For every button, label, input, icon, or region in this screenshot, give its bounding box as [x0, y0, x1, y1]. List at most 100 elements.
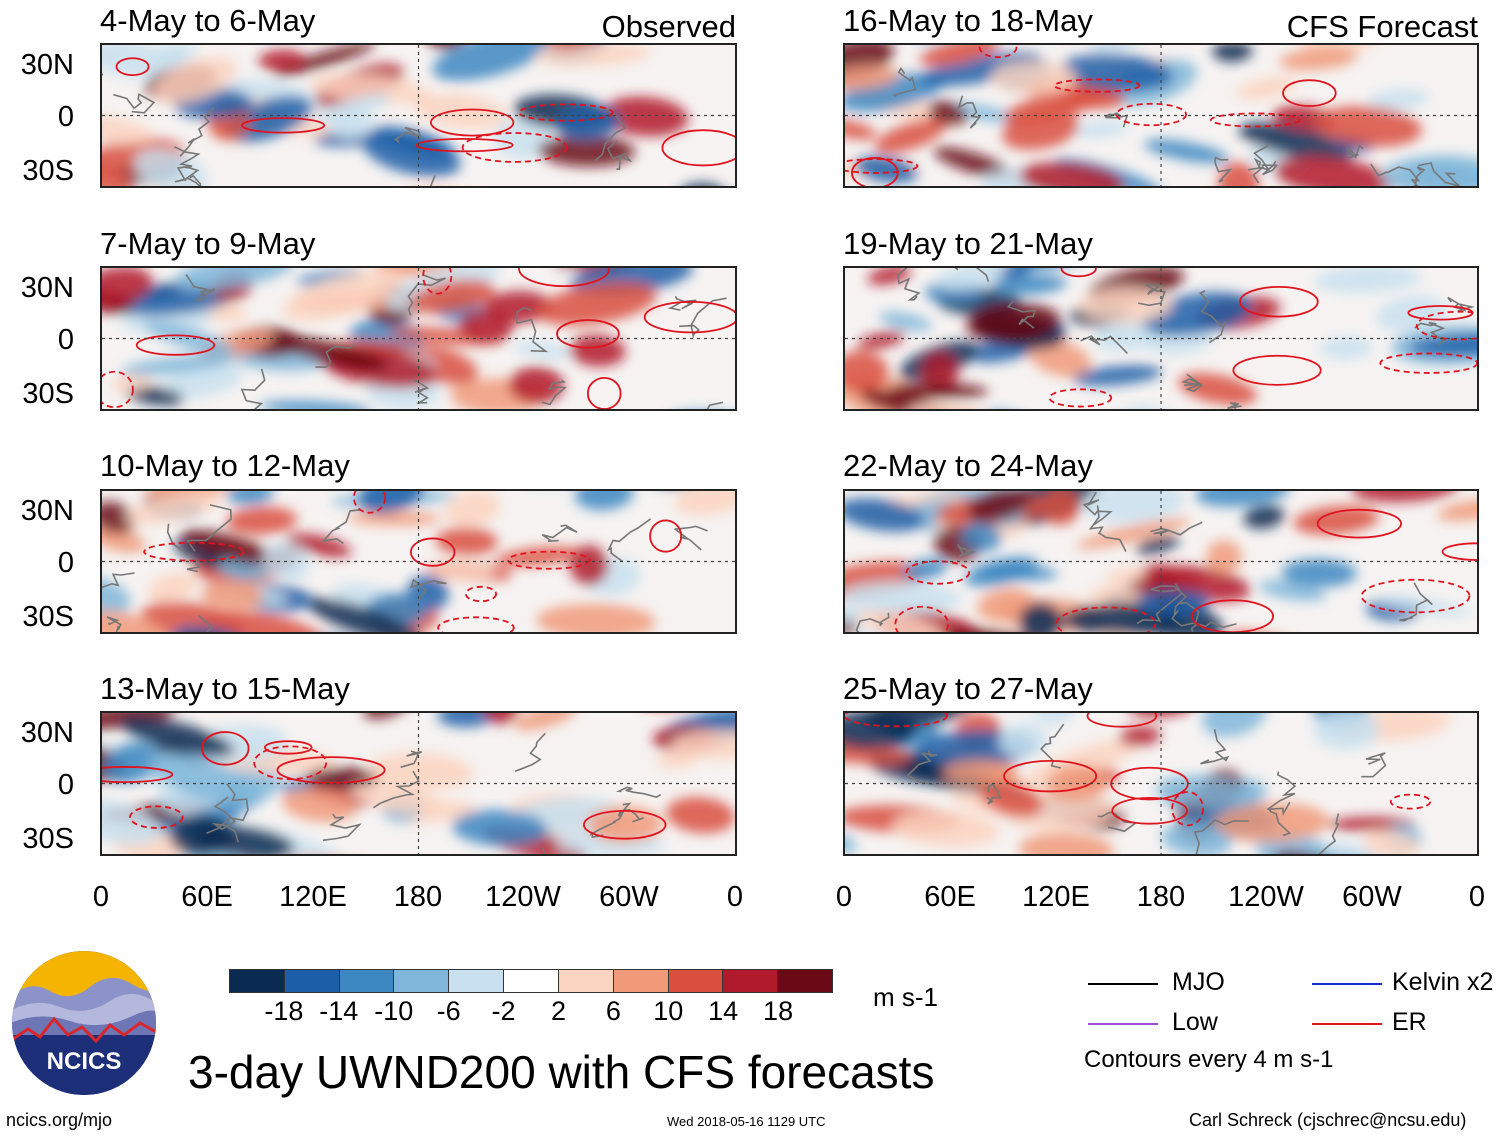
wind-anomaly-blob	[102, 610, 165, 632]
coastline	[1104, 112, 1129, 128]
colorbar-tick-label: -10	[374, 996, 414, 1026]
wind-anomaly-blob	[258, 49, 306, 72]
coastline	[1006, 300, 1037, 329]
legend-kelvin-label: Kelvin x2	[1392, 968, 1494, 996]
coastline	[541, 524, 578, 542]
wind-anomaly-blob	[845, 73, 944, 112]
er-contour	[1053, 78, 1141, 93]
lon-label-60w: 60W	[599, 881, 659, 913]
wind-anomaly-blob	[509, 366, 564, 404]
colorbar-units: m s-1	[873, 982, 938, 1012]
colorbar-tick-label: 14	[708, 996, 739, 1026]
coastline	[1082, 491, 1113, 526]
lon-label-0: 0	[835, 881, 853, 913]
wind-anomaly-blob	[1060, 53, 1173, 92]
timestamp: Wed 2018-05-16 1129 UTC	[667, 1114, 826, 1129]
wind-anomaly-blob	[102, 45, 186, 80]
wind-anomaly-blob	[902, 558, 948, 581]
wind-anomaly-blob	[1313, 841, 1383, 854]
wind-anomaly-blob	[201, 581, 264, 610]
er-contour	[201, 731, 250, 766]
wind-anomaly-blob	[272, 334, 389, 371]
wind-anomaly-blob	[1105, 567, 1147, 585]
wind-anomaly-blob	[960, 521, 1002, 552]
coastline	[855, 612, 890, 632]
wind-anomaly-blob	[1351, 491, 1459, 502]
coastline	[166, 523, 201, 573]
coastline	[322, 813, 362, 842]
er-contour	[586, 376, 622, 409]
wind-anomaly-blob	[226, 506, 298, 535]
coastline	[1399, 582, 1433, 622]
colorbar-tick-label: -2	[491, 996, 516, 1026]
wind-anomaly-blob	[102, 501, 136, 534]
wind-anomaly-blob	[125, 492, 223, 525]
wind-anomaly-blob	[282, 269, 402, 322]
coastline	[615, 786, 662, 798]
coastline	[1318, 813, 1340, 854]
author-credit: Carl Schreck (cjschrec@ncsu.edu)	[1189, 1110, 1467, 1130]
wind-anomaly-blob	[432, 558, 495, 582]
logo-text: NCICS	[47, 1048, 122, 1075]
panel-title-5: 16-May to 18-May	[843, 3, 1093, 38]
wind-anomaly-blob	[537, 135, 636, 167]
coastline	[667, 295, 697, 311]
panel-title-3: 10-May to 12-May	[100, 448, 350, 483]
lon-label-180: 180	[1136, 881, 1186, 913]
wind-anomaly-blob	[1073, 365, 1162, 386]
colorbar-swatch	[723, 970, 779, 992]
wind-anomaly-blob	[1144, 139, 1230, 164]
wind-anomaly-blob	[1315, 105, 1422, 147]
ncics-logo: NCICS	[10, 949, 158, 1097]
lon-label-180: 180	[393, 881, 443, 913]
wind-anomaly-blob	[879, 311, 932, 331]
lat-label-30n: 30N	[20, 49, 74, 81]
er-contour	[507, 550, 591, 570]
lat-label-30s: 30S	[22, 378, 74, 410]
wind-anomaly-blob	[1041, 491, 1081, 526]
wind-anomaly-blob	[1085, 45, 1143, 59]
map-panel-observed-4	[100, 711, 737, 856]
coastline	[1097, 811, 1139, 833]
coastline	[906, 749, 938, 786]
er-contour	[583, 809, 667, 840]
lat-label-30s: 30S	[22, 823, 74, 855]
colorbar-swatch	[394, 970, 450, 992]
panel-title-7: 22-May to 24-May	[843, 448, 1093, 483]
colorbar-swatch	[668, 970, 724, 992]
coastline	[1361, 752, 1387, 778]
observed-label: Observed	[601, 9, 736, 44]
colorbar-swatch	[284, 970, 340, 992]
wind-anomaly-blob	[1205, 540, 1242, 574]
er-contour	[353, 491, 387, 514]
wind-anomaly-blob	[919, 52, 1042, 87]
coastline	[413, 379, 430, 404]
colorbar-tick-label: 2	[550, 996, 566, 1026]
coastline	[514, 732, 546, 772]
wind-anomaly-blob	[308, 73, 432, 104]
wind-anomaly-blob	[1238, 122, 1355, 161]
coastline	[315, 344, 355, 369]
er-contour	[143, 541, 245, 562]
wind-anomaly-blob	[102, 576, 131, 615]
lon-label-120w: 120W	[485, 881, 561, 913]
er-contour	[1111, 796, 1188, 825]
wind-anomaly-blob	[845, 350, 889, 393]
lat-label-30n: 30N	[20, 717, 74, 749]
wind-anomaly-blob	[1279, 47, 1358, 71]
map-panel-observed-1	[100, 43, 737, 188]
panel-title-6: 19-May to 21-May	[843, 226, 1093, 261]
wind-anomaly-blob	[936, 268, 1005, 292]
colorbar-swatch	[504, 970, 559, 992]
coastline	[179, 107, 215, 157]
wind-anomaly-blob	[999, 722, 1048, 758]
coastline	[240, 368, 266, 409]
site-link[interactable]: ncics.org/mjo	[6, 1110, 113, 1130]
lon-label-0: 0	[92, 881, 110, 913]
er-contour	[978, 45, 1018, 59]
er-contour	[253, 745, 328, 781]
wind-anomaly-blob	[536, 603, 656, 632]
wind-anomaly-blob	[666, 796, 735, 834]
coastline	[606, 140, 633, 170]
er-contour	[129, 805, 184, 829]
